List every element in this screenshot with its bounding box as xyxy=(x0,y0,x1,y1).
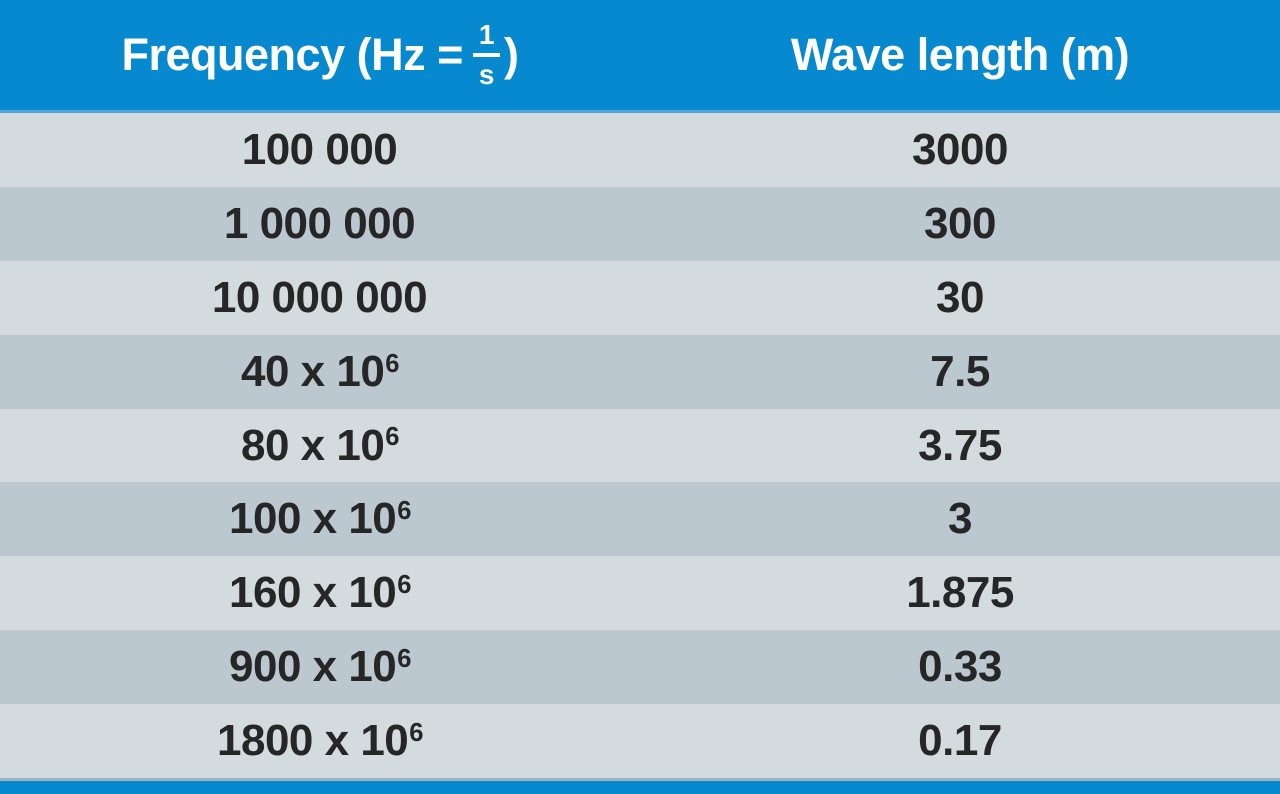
table-header-row: Frequency (Hz = 1 s ) Wave length (m) xyxy=(0,0,1280,110)
frequency-value: 900 x 106 xyxy=(229,642,411,692)
wavelength-value: 0.17 xyxy=(918,716,1002,766)
table-body: 100 000 3000 1 000 000 300 10 000 000 30… xyxy=(0,113,1280,779)
table-row: 900 x 106 0.33 xyxy=(0,630,1280,705)
exponent: 6 xyxy=(397,645,411,674)
frequency-value: 100 x 106 xyxy=(229,494,411,544)
table-row: 100 000 3000 xyxy=(0,113,1280,187)
bottom-separator-line xyxy=(0,778,1280,781)
frequency-header-prefix: Frequency (Hz = xyxy=(121,29,464,80)
exponent: 6 xyxy=(385,423,399,452)
table-row: 160 x 106 1.875 xyxy=(0,556,1280,631)
wavelength-cell: 3000 xyxy=(640,113,1280,187)
frequency-value: 40 x 106 xyxy=(240,346,400,396)
frequency-cell: 100 000 xyxy=(0,113,640,187)
frequency-cell: 900 x 106 xyxy=(0,630,640,704)
wavelength-value: 300 xyxy=(924,198,996,248)
frequency-cell: 80 x 106 xyxy=(0,409,640,483)
column-header-frequency: Frequency (Hz = 1 s ) xyxy=(0,0,640,110)
frequency-value: 100 000 xyxy=(241,124,398,174)
frequency-value: 1800 x 106 xyxy=(217,716,423,766)
frequency-cell: 1800 x 106 xyxy=(0,704,640,778)
wavelength-cell: 0.17 xyxy=(640,704,1280,778)
table-row: 100 x 106 3 xyxy=(0,482,1280,557)
wavelength-cell: 300 xyxy=(640,187,1280,261)
fraction-numerator: 1 xyxy=(472,21,500,57)
exponent: 6 xyxy=(397,497,411,526)
wavelength-value: 3.75 xyxy=(918,420,1002,470)
wavelength-cell: 0.33 xyxy=(640,630,1280,704)
column-header-wavelength: Wave length (m) xyxy=(640,0,1280,110)
frequency-value: 80 x 106 xyxy=(240,420,400,470)
table-row: 1800 x 106 0.17 xyxy=(0,704,1280,779)
wavelength-cell: 3.75 xyxy=(640,409,1280,483)
wavelength-cell: 7.5 xyxy=(640,335,1280,409)
table-row: 40 x 106 7.5 xyxy=(0,334,1280,409)
frequency-cell: 100 x 106 xyxy=(0,482,640,556)
frequency-cell: 1 000 000 xyxy=(0,187,640,261)
wavelength-value: 3 xyxy=(948,494,972,544)
header-separator-line xyxy=(0,110,1280,113)
table-row: 10 000 000 30 xyxy=(0,260,1280,335)
table-row: 1 000 000 300 xyxy=(0,186,1280,261)
frequency-cell: 160 x 106 xyxy=(0,556,640,630)
frequency-value: 1 000 000 xyxy=(223,198,416,248)
frequency-value: 160 x 106 xyxy=(229,568,411,618)
table-row: 80 x 106 3.75 xyxy=(0,408,1280,483)
wavelength-header-label: Wave length (m) xyxy=(790,29,1130,80)
frequency-cell: 40 x 106 xyxy=(0,335,640,409)
bottom-accent-bar xyxy=(0,781,1280,794)
frequency-header-suffix: ) xyxy=(503,29,519,80)
wavelength-value: 1.875 xyxy=(906,568,1014,618)
wavelength-cell: 1.875 xyxy=(640,556,1280,630)
frequency-value: 10 000 000 xyxy=(211,272,428,322)
fraction-denominator: s xyxy=(478,59,495,90)
wavelength-cell: 30 xyxy=(640,261,1280,335)
wavelength-value: 0.33 xyxy=(918,642,1002,692)
exponent: 6 xyxy=(385,349,399,378)
wavelength-value: 30 xyxy=(936,272,984,322)
wavelength-value: 7.5 xyxy=(930,346,990,396)
hz-fraction: 1 s xyxy=(472,21,500,90)
exponent: 6 xyxy=(397,571,411,600)
wavelength-value: 3000 xyxy=(912,124,1008,174)
frequency-cell: 10 000 000 xyxy=(0,261,640,335)
exponent: 6 xyxy=(409,719,423,748)
wavelength-cell: 3 xyxy=(640,482,1280,556)
